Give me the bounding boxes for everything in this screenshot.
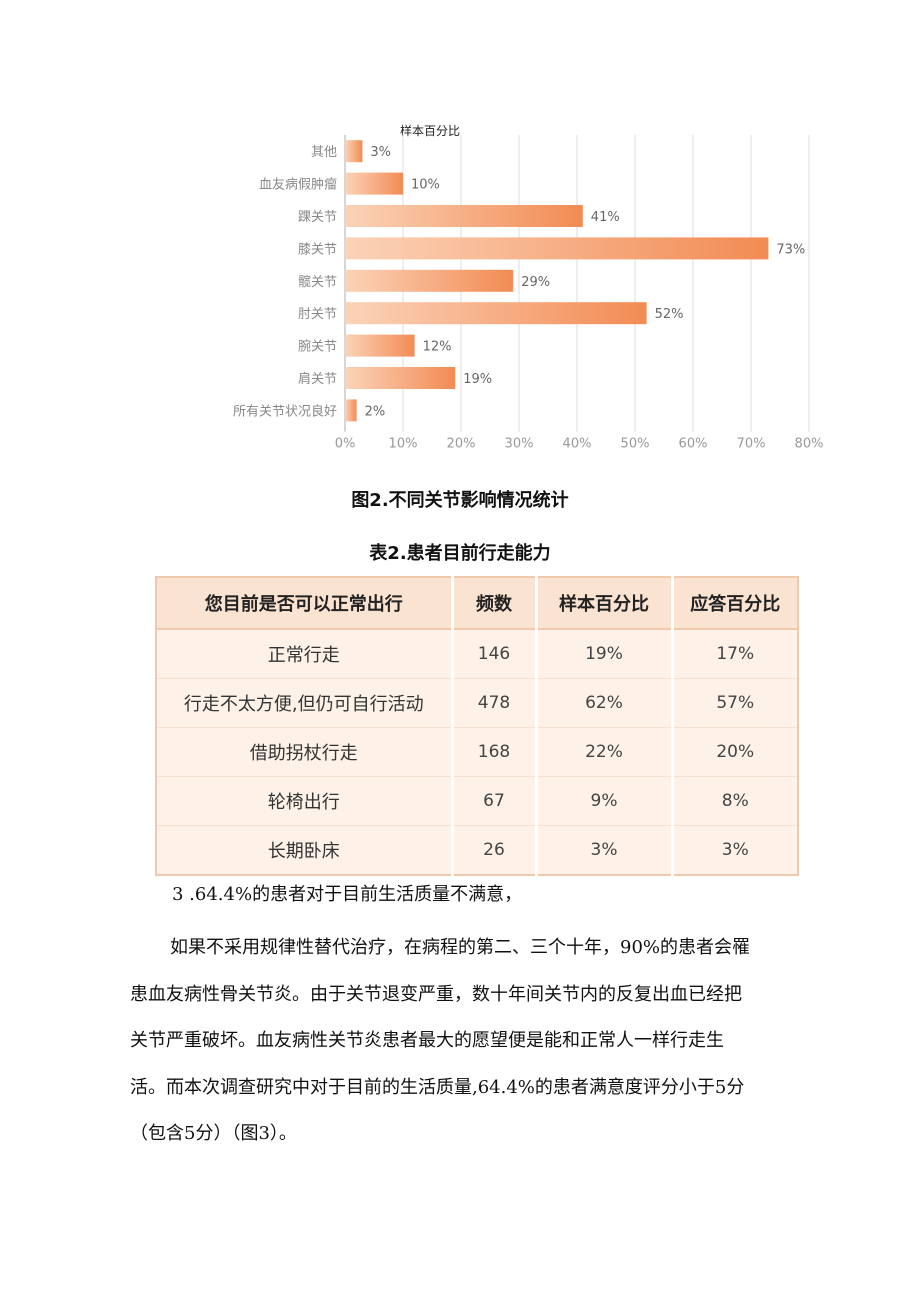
category-label: 腕关节 — [298, 339, 337, 355]
x-tick-label: 0% — [335, 437, 356, 452]
walking-ability-table: 您目前是否可以正常出行 频数 样本百分比 应答百分比 正常行走 146 19% … — [155, 576, 799, 876]
x-tick-label: 20% — [447, 437, 476, 452]
x-tick-label: 60% — [679, 437, 708, 452]
sample-percent-cell: 22% — [536, 727, 674, 777]
category-label: 所有关节状况良好 — [233, 403, 337, 419]
table-header-row: 您目前是否可以正常出行 频数 样本百分比 应答百分比 — [156, 577, 798, 630]
header-sample-percent: 样本百分比 — [536, 577, 674, 630]
paragraph-line-text: 如果不采用规律性替代治疗，在病程的第二、三个十年，90%的患者会罹 — [170, 937, 751, 958]
response-percent-cell: 20% — [672, 727, 798, 777]
response-percent-cell: 57% — [672, 678, 798, 728]
response-percent-cell: 3% — [672, 825, 798, 875]
x-tick-label: 40% — [563, 437, 592, 452]
figure-caption: 图2.不同关节影响情况统计 — [351, 490, 569, 511]
row-label: 借助拐杖行走 — [156, 727, 454, 777]
paragraph-line: 患血友病性骨关节炎。由于关节退变严重，数十年间关节内的反复出血已经把 — [130, 983, 742, 1005]
header-response-percent: 应答百分比 — [672, 577, 798, 630]
bar-value-label: 29% — [521, 275, 550, 290]
category-label: 血友病假肿瘤 — [259, 177, 337, 193]
response-percent-cell: 8% — [672, 776, 798, 826]
body-paragraph: 如果不采用规律性替代治疗，在病程的第二、三个十年，90%的患者会罹 患血友病性骨… — [130, 925, 820, 1158]
table-row: 长期卧床 26 3% 3% — [156, 825, 798, 875]
x-tick-label: 70% — [737, 437, 766, 452]
bar-value-label: 10% — [411, 178, 440, 193]
bar-value-label: 3% — [370, 145, 391, 160]
bar-value-label: 73% — [776, 242, 805, 257]
category-label: 肩关节 — [298, 371, 337, 387]
bar — [345, 302, 647, 325]
sample-percent-cell: 9% — [536, 776, 674, 826]
bar — [345, 367, 456, 389]
bar-value-label: 41% — [591, 210, 620, 225]
bar — [345, 399, 357, 422]
x-tick-label: 10% — [389, 437, 418, 452]
table-row: 行走不太方便,但仍可自行活动 478 62% 57% — [156, 678, 798, 728]
header-frequency: 频数 — [452, 577, 538, 630]
frequency-cell: 67 — [452, 776, 538, 826]
row-label: 行走不太方便,但仍可自行活动 — [156, 678, 454, 728]
bar-value-label: 52% — [655, 307, 684, 322]
category-label: 髋关节 — [298, 274, 337, 290]
paragraph-line: 如果不采用规律性替代治疗，在病程的第二、三个十年，90%的患者会罹 — [130, 925, 820, 972]
bar — [345, 140, 363, 163]
bar-value-label: 12% — [423, 340, 452, 355]
sample-percent-cell: 19% — [536, 629, 674, 679]
bar — [345, 205, 583, 227]
bar — [345, 172, 403, 195]
frequency-cell: 26 — [452, 825, 538, 875]
bar — [345, 269, 514, 292]
paragraph-line: 活。而本次调查研究中对于目前的生活质量,64.4%的患者满意度评分小于5分 — [130, 1076, 745, 1098]
category-label: 踝关节 — [298, 210, 337, 225]
frequency-cell: 168 — [452, 727, 538, 777]
row-label: 正常行走 — [156, 629, 454, 679]
joint-impact-bar-chart: 样本百分比 0% 10% 20% 30% 40% 50% 60% 70% 80% 其他 3% 血友病… — [233, 123, 824, 452]
category-label: 其他 — [311, 145, 337, 160]
chart-title: 样本百分比 — [400, 123, 460, 138]
category-label: 肘关节 — [298, 307, 337, 322]
sample-percent-cell: 3% — [536, 825, 674, 875]
header-can-walk: 您目前是否可以正常出行 — [156, 577, 454, 630]
category-label: 膝关节 — [298, 242, 337, 257]
row-label: 长期卧床 — [156, 825, 454, 875]
bar — [345, 334, 415, 357]
x-tick-label: 50% — [621, 437, 650, 452]
bar-value-label: 19% — [463, 372, 492, 387]
x-tick-label: 80% — [795, 437, 824, 452]
table-row: 借助拐杖行走 168 22% 20% — [156, 727, 798, 777]
table-row: 轮椅出行 67 9% 8% — [156, 776, 798, 826]
table-row: 正常行走 146 19% 17% — [156, 629, 798, 679]
table-caption: 表2.患者目前行走能力 — [369, 543, 551, 564]
x-tick-label: 30% — [505, 437, 534, 452]
sample-percent-cell: 62% — [536, 678, 674, 728]
frequency-cell: 478 — [452, 678, 538, 728]
paragraph-line: （包含5分）（图3）。 — [130, 1123, 297, 1144]
row-label: 轮椅出行 — [156, 776, 454, 826]
bar-value-label: 2% — [365, 404, 386, 419]
response-percent-cell: 17% — [672, 629, 798, 679]
frequency-cell: 146 — [452, 629, 538, 679]
bar — [345, 237, 769, 260]
section-heading: 3 .64.4%的患者对于目前生活质量不满意， — [172, 884, 523, 905]
paragraph-line: 关节严重破坏。血友病性关节炎患者最大的愿望便是能和正常人一样行走生 — [130, 1030, 724, 1051]
